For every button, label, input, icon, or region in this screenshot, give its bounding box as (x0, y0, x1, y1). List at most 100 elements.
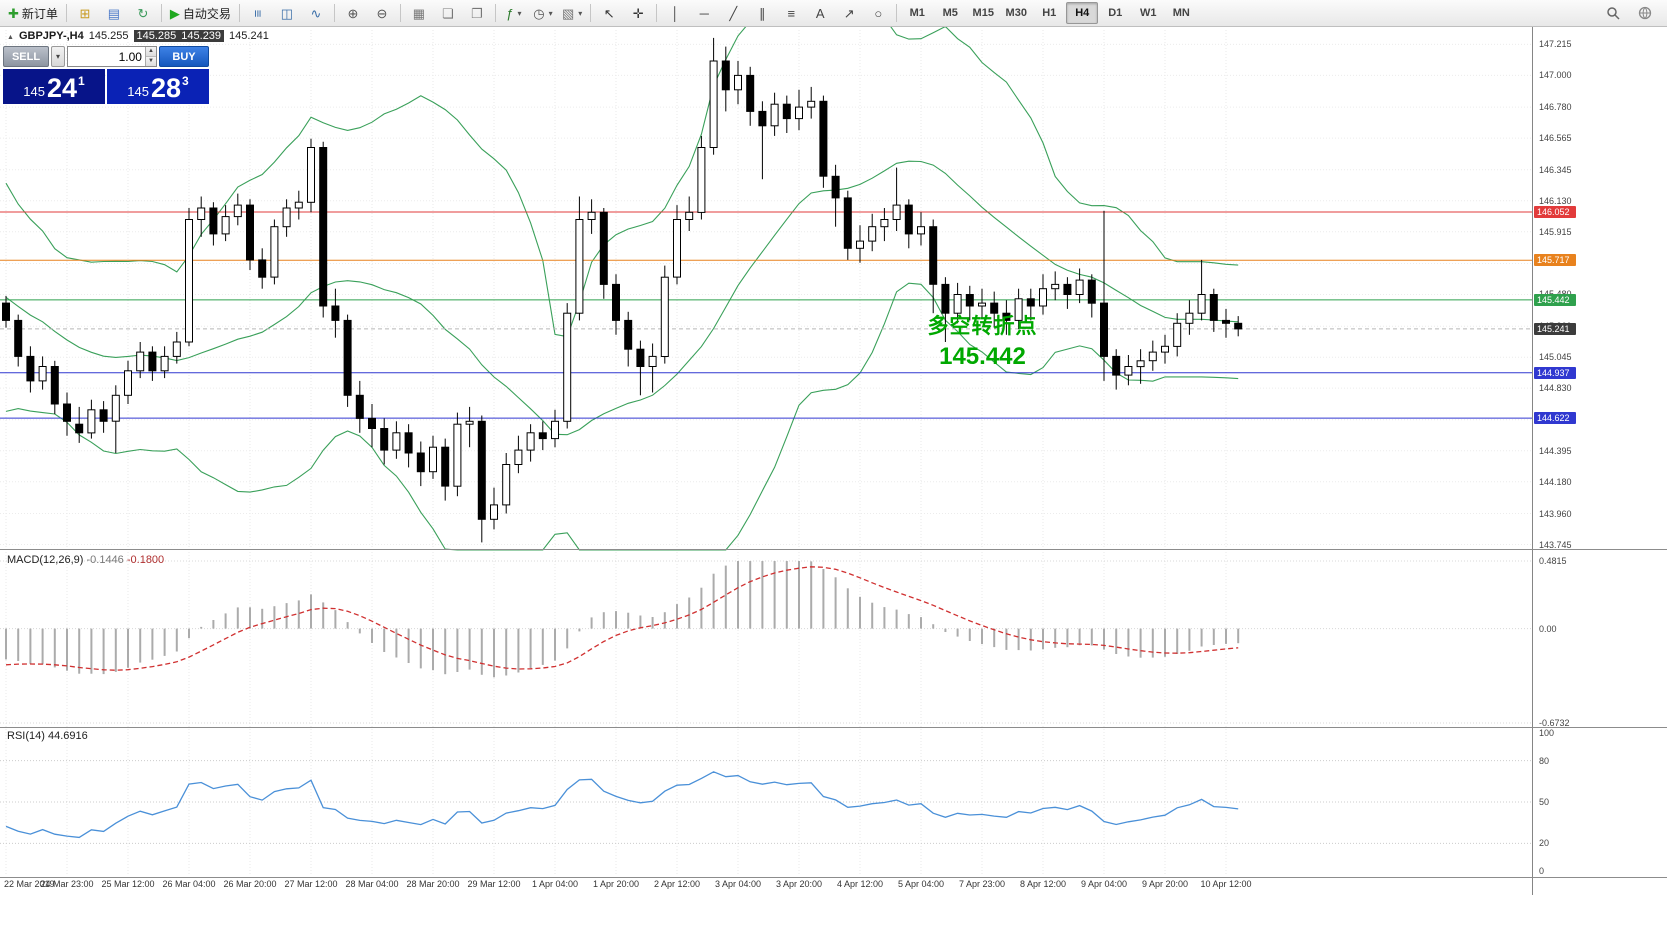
grid-icon[interactable]: ▦ (405, 1, 433, 25)
timeframe-m15-button[interactable]: M15 (972, 7, 994, 19)
volume-up-button[interactable]: ▲ (145, 47, 156, 56)
crosshair-icon[interactable]: ✛ (624, 1, 652, 25)
horizontal-line-icon[interactable]: ─ (690, 1, 718, 25)
time-axis-label: 27 Mar 12:00 (284, 879, 338, 889)
autotrading-icon: ▶ (169, 5, 180, 21)
autotrading-button[interactable]: ▶ 自动交易 (166, 1, 235, 25)
candlestick-icon: ◫ (280, 5, 294, 21)
timeframe-m1-button[interactable]: M1 (909, 7, 925, 19)
toolbar-separator (399, 4, 401, 22)
price-axis-label: 146.780 (1539, 102, 1572, 112)
panel-divider[interactable] (0, 549, 1667, 550)
time-axis-label: 3 Apr 20:00 (775, 879, 823, 889)
search-button[interactable] (1599, 1, 1627, 25)
tile-windows-icon[interactable]: ❏ (434, 1, 462, 25)
cascade-windows-icon[interactable]: ❐ (463, 1, 491, 25)
bid-price-display[interactable]: 145 24 1 (3, 69, 105, 104)
fibonacci-icon[interactable]: ≡ (777, 1, 805, 25)
caret-down-icon: ▾ (578, 8, 583, 18)
tile-windows-icon: ❏ (442, 5, 454, 21)
time-axis-label: 25 Mar 12:00 (101, 879, 155, 889)
candlestick-icon[interactable]: ◫ (273, 1, 301, 25)
community-button[interactable] (1631, 1, 1659, 25)
cursor-icon[interactable]: ↖ (595, 1, 623, 25)
timeframe-m30-button[interactable]: M30 (1005, 7, 1027, 19)
price-axis-label: 144.395 (1539, 446, 1572, 456)
buy-button[interactable]: BUY (159, 46, 209, 67)
periods-button[interactable]: ◷ ▾ (529, 1, 557, 25)
toolbar-separator (333, 4, 335, 22)
periods-icon: ◷ (533, 5, 545, 21)
volume-input[interactable] (68, 47, 145, 66)
price-axis-label: 146.565 (1539, 133, 1572, 143)
arrows-icon: ↗ (843, 5, 855, 21)
time-axis-label: 8 Apr 12:00 (1019, 879, 1067, 889)
toolbar-separator (590, 4, 592, 22)
timeframe-mn-button[interactable]: MN (1172, 7, 1190, 19)
price-axis-label: 146.345 (1539, 165, 1572, 175)
timeframe-d1-button[interactable]: D1 (1108, 7, 1123, 19)
zoom-in-icon[interactable]: ⊕ (339, 1, 367, 25)
price-axis-label: 146.130 (1539, 196, 1572, 206)
time-axis-label: 1 Apr 20:00 (592, 879, 640, 889)
community-icon (1638, 6, 1652, 20)
time-axis-label: 28 Mar 04:00 (345, 879, 399, 889)
price-axis-label: 143.745 (1539, 540, 1572, 550)
templates-icon: ▧ (561, 5, 575, 21)
timeframe-m5-button[interactable]: M5 (942, 7, 958, 19)
trendline-icon[interactable]: ╱ (719, 1, 747, 25)
price-axis-label: 143.960 (1539, 509, 1572, 519)
timeframe-w1-button[interactable]: W1 (1140, 7, 1157, 19)
collapse-panel-icon[interactable]: ▲ (7, 34, 14, 41)
panel-divider[interactable] (0, 727, 1667, 728)
line-chart-icon[interactable]: ∿ (302, 1, 330, 25)
ohlc-low: 145.239 (181, 30, 222, 42)
timeframe-h1-button[interactable]: H1 (1042, 7, 1057, 19)
vertical-line-icon[interactable]: │ (661, 1, 689, 25)
fibonacci-icon: ≡ (787, 5, 796, 21)
panel-divider[interactable] (0, 877, 1667, 878)
price-axis-label: 144.830 (1539, 383, 1572, 393)
price-axis[interactable]: 147.215 147.000 146.780 146.565 146.345 146.1… (1532, 27, 1667, 895)
price-level-badge: 144.622 (1534, 412, 1576, 424)
timeframe-h4-button[interactable]: H4 (1066, 2, 1099, 24)
line-chart-icon: ∿ (310, 5, 322, 21)
levels-layer (0, 211, 1532, 419)
price-level-badge: 145.442 (1534, 294, 1576, 306)
time-axis-label: 24 Mar 23:00 (40, 879, 94, 889)
volume-down-button[interactable]: ▼ (145, 56, 156, 66)
sell-button[interactable]: SELL (3, 46, 49, 67)
refresh-icon: ↻ (137, 5, 149, 21)
crosshair-icon: ✛ (632, 5, 644, 21)
ask-price-display[interactable]: 145 28 3 (107, 69, 209, 104)
indicators-button[interactable]: ƒ ▾ (500, 1, 528, 25)
macd-layer (5, 561, 1240, 678)
ohlc-close: 145.241 (229, 30, 269, 42)
channel-icon[interactable]: ∥ (748, 1, 776, 25)
chart-window: ▲ GBPJPY-,H4 145.255 145.285 145.239 145.… (0, 27, 1532, 895)
toolbar-separator (238, 4, 240, 22)
templates-button[interactable]: ▧ ▾ (558, 1, 586, 25)
price-axis-label: 147.215 (1539, 39, 1572, 49)
rsi-axis-label: 50 (1539, 797, 1550, 807)
new-chart-icon[interactable]: ⊞ (71, 1, 99, 25)
refresh-icon[interactable]: ↻ (129, 1, 157, 25)
toolbar-separator (160, 4, 162, 22)
arrows-icon[interactable]: ↗ (835, 1, 863, 25)
text-icon[interactable]: A (806, 1, 834, 25)
new-order-button[interactable]: ✚ 新订单 (4, 1, 62, 25)
chart-canvas[interactable] (0, 27, 1532, 895)
rsi-indicator-label: RSI(14) 44.6916 (7, 730, 88, 742)
bar-chart-icon: ≡ (250, 9, 266, 17)
horizontal-line-icon: ─ (699, 5, 709, 21)
new-chart-icon: ⊞ (79, 5, 91, 21)
shapes-icon[interactable]: ○ (864, 1, 892, 25)
toolbar-separator (494, 4, 496, 22)
bar-chart-icon[interactable]: ≡ (244, 1, 272, 25)
profiles-icon[interactable]: ▤ (100, 1, 128, 25)
sell-dropdown-button[interactable]: ▾ (51, 46, 65, 67)
zoom-out-icon[interactable]: ⊖ (368, 1, 396, 25)
new-order-icon: ✚ (8, 5, 19, 21)
